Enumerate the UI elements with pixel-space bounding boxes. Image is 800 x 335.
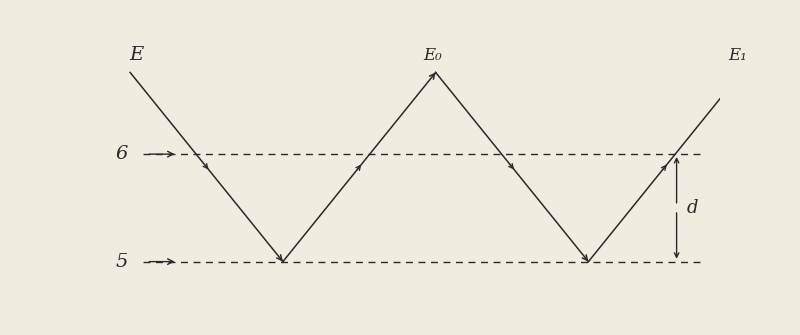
Text: 6: 6 bbox=[115, 145, 128, 163]
Text: E₀: E₀ bbox=[423, 47, 442, 64]
Text: E: E bbox=[130, 46, 143, 64]
Text: d: d bbox=[686, 199, 698, 217]
Text: E₁: E₁ bbox=[729, 47, 747, 64]
Text: 5: 5 bbox=[115, 253, 128, 271]
